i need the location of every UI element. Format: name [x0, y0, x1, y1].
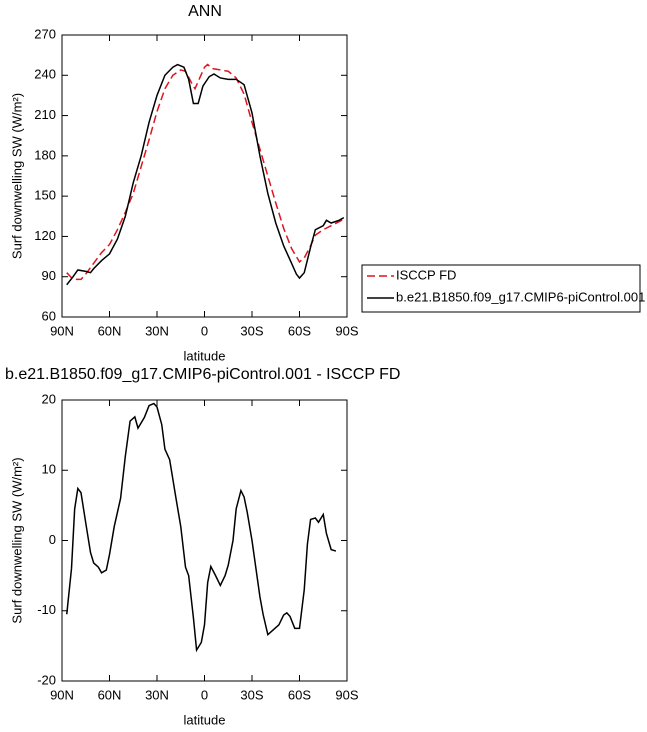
chart-title: b.e21.B1850.f09_g17.CMIP6-piControl.001 … — [5, 366, 400, 383]
x-tick-label: 30S — [240, 323, 263, 338]
y-axis-label: Surf downwelling SW (W/m²) — [9, 457, 24, 623]
y-tick-label: -10 — [37, 602, 56, 617]
y-tick-label: 60 — [42, 308, 56, 323]
x-tick-label: 90N — [50, 323, 74, 338]
legend-label: b.e21.B1850.f09_g17.CMIP6-piControl.001 — [396, 289, 645, 304]
y-tick-label: 270 — [34, 26, 56, 41]
x-tick-label: 60S — [288, 687, 311, 702]
data-line — [66, 63, 345, 286]
data-line — [66, 402, 337, 653]
x-tick-label: 90N — [50, 687, 74, 702]
y-tick-label: 10 — [42, 462, 56, 477]
x-tick-label: 90S — [335, 323, 358, 338]
y-tick-label: 150 — [34, 188, 56, 203]
y-tick-label: 210 — [34, 107, 56, 122]
x-axis-label: latitude — [184, 712, 226, 727]
x-tick-label: 90S — [335, 687, 358, 702]
y-tick-label: 120 — [34, 228, 56, 243]
y-tick-label: 20 — [42, 391, 56, 406]
y-tick-label: 90 — [42, 268, 56, 283]
x-axis-label: latitude — [184, 348, 226, 363]
y-tick-label: -20 — [37, 672, 56, 687]
y-tick-label: 180 — [34, 147, 56, 162]
x-tick-label: 60N — [98, 687, 122, 702]
data-line — [66, 63, 345, 281]
legend: ISCCP FD b.e21.B1850.f09_g17.CMIP6-piCont… — [361, 264, 645, 313]
x-tick-label: 0 — [201, 323, 208, 338]
x-tick-label: 0 — [201, 687, 208, 702]
y-tick-label: 240 — [34, 67, 56, 82]
legend-box — [361, 264, 641, 313]
plot-frame — [61, 34, 348, 318]
y-tick-label: 0 — [49, 532, 56, 547]
legend-label: ISCCP FD — [396, 267, 456, 282]
x-tick-label: 60S — [288, 323, 311, 338]
x-tick-label: 30N — [145, 323, 169, 338]
y-axis-label: Surf downwelling SW (W/m²) — [9, 93, 24, 259]
x-tick-label: 30S — [240, 687, 263, 702]
chart-title: ANN — [188, 3, 222, 20]
x-tick-label: 30N — [145, 687, 169, 702]
plot-frame — [61, 399, 348, 682]
x-tick-label: 60N — [98, 323, 122, 338]
